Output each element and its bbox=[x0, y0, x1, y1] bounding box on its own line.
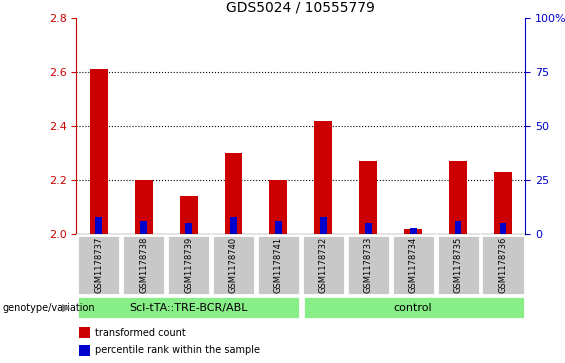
Bar bbox=[410, 228, 416, 234]
Bar bbox=[95, 217, 102, 234]
Bar bbox=[257, 235, 300, 295]
Text: GSM1178738: GSM1178738 bbox=[139, 237, 148, 293]
Text: genotype/variation: genotype/variation bbox=[3, 303, 95, 313]
Bar bbox=[77, 296, 300, 319]
Text: GSM1178736: GSM1178736 bbox=[498, 237, 507, 293]
Bar bbox=[140, 221, 147, 234]
Bar bbox=[134, 180, 153, 234]
Text: ▶: ▶ bbox=[62, 303, 71, 313]
Bar bbox=[302, 235, 345, 295]
Text: GSM1178735: GSM1178735 bbox=[454, 237, 463, 293]
Bar bbox=[230, 217, 237, 234]
Bar bbox=[347, 235, 390, 295]
Bar bbox=[437, 235, 480, 295]
Bar bbox=[122, 235, 165, 295]
Bar bbox=[79, 345, 90, 356]
Bar bbox=[270, 180, 288, 234]
Text: Scl-tTA::TRE-BCR/ABL: Scl-tTA::TRE-BCR/ABL bbox=[129, 303, 248, 313]
Text: percentile rank within the sample: percentile rank within the sample bbox=[95, 345, 260, 355]
Bar bbox=[449, 161, 467, 234]
Text: control: control bbox=[394, 303, 432, 313]
Bar bbox=[481, 235, 524, 295]
Text: GSM1178740: GSM1178740 bbox=[229, 237, 238, 293]
Bar bbox=[275, 221, 282, 234]
Bar bbox=[455, 221, 462, 234]
Text: GSM1178739: GSM1178739 bbox=[184, 237, 193, 293]
Bar bbox=[314, 121, 332, 234]
Bar bbox=[392, 235, 434, 295]
Bar bbox=[404, 229, 422, 234]
Text: transformed count: transformed count bbox=[95, 328, 186, 338]
Text: GSM1178732: GSM1178732 bbox=[319, 237, 328, 293]
Text: GSM1178733: GSM1178733 bbox=[364, 237, 373, 293]
Title: GDS5024 / 10555779: GDS5024 / 10555779 bbox=[227, 0, 375, 14]
Bar bbox=[494, 172, 512, 234]
Bar bbox=[359, 161, 377, 234]
Bar bbox=[303, 296, 524, 319]
Bar bbox=[167, 235, 210, 295]
Bar bbox=[320, 217, 327, 234]
Text: GSM1178741: GSM1178741 bbox=[274, 237, 283, 293]
Bar bbox=[212, 235, 255, 295]
Bar bbox=[180, 196, 198, 234]
Text: GSM1178737: GSM1178737 bbox=[94, 237, 103, 293]
Bar bbox=[90, 69, 108, 234]
Text: GSM1178734: GSM1178734 bbox=[408, 237, 418, 293]
Bar bbox=[77, 235, 120, 295]
Bar bbox=[79, 327, 90, 338]
Bar bbox=[365, 223, 372, 234]
Bar bbox=[185, 223, 192, 234]
Bar bbox=[499, 223, 506, 234]
Bar bbox=[224, 153, 242, 234]
